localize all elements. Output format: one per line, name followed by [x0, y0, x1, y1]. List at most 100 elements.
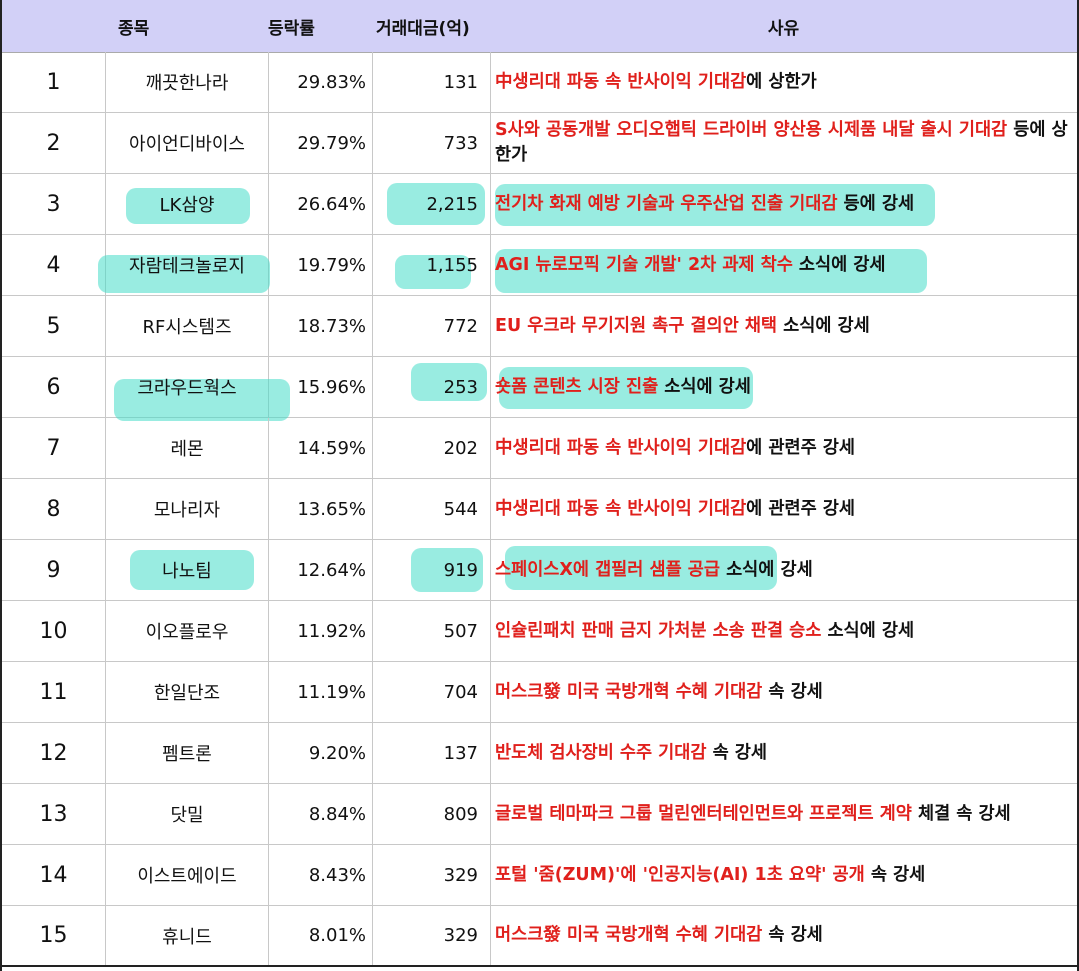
reason-text: 숏폼 콘텐츠 시장 진출 소식에 강세	[495, 375, 751, 400]
reason-text: 글로벌 테마파크 그룹 멀린엔터테인먼트와 프로젝트 계약 체결 속 강세	[495, 802, 1011, 827]
marker-highlight	[387, 183, 485, 225]
reason-cell: 中생리대 파동 속 반사이익 기대감에 관련주 강세	[491, 418, 1077, 478]
reason-suffix-text: 등에 상한가	[495, 120, 1068, 165]
change-rate-cell: 12.64%	[269, 540, 373, 600]
header-rate: 등락률	[268, 18, 315, 39]
change-rate-cell: 8.01%	[269, 906, 373, 965]
reason-suffix-text: 속 강세	[762, 925, 823, 945]
reason-suffix-text: 에 관련주 강세	[746, 437, 855, 458]
rank-cell-text: 4	[46, 252, 61, 278]
stock-name-cell: LK삼양	[106, 174, 269, 234]
reason-highlight-text: EU 우크라 무기지원 촉구 결의안 채택	[495, 315, 778, 336]
table-row: 6 크라우드웍스 15.96% 253 숏폼 콘텐츠 시장 진출 소식에 강세	[2, 357, 1077, 421]
reason-text: S사와 공동개발 오디오햅틱 드라이버 양산용 시제품 내달 출시 기대감 등에…	[495, 118, 1071, 168]
reason-cell: 인슐린패치 판매 금지 가처분 소송 판결 승소 소식에 강세	[491, 601, 1077, 661]
trading-value-cell: 137	[373, 723, 491, 783]
rank-cell-text: 8	[46, 496, 61, 522]
trading-value-cell: 329	[373, 845, 491, 905]
reason-cell: 숏폼 콘텐츠 시장 진출 소식에 강세	[491, 357, 1077, 417]
reason-cell: 포털 '줌(ZUM)'에 '인공지능(AI) 1초 요약' 공개 속 강세	[491, 845, 1077, 905]
trading-value-cell-text: 202	[443, 437, 478, 459]
reason-cell: 머스크發 미국 국방개혁 수혜 기대감 속 강세	[491, 662, 1077, 722]
trading-value-cell-text: 544	[443, 498, 478, 520]
reason-highlight-text: 인슐린패치 판매 금지 가처분 소송 판결 승소	[495, 620, 822, 641]
stock-name-cell-text: 한일단조	[153, 683, 221, 704]
rank-cell: 2	[2, 113, 106, 173]
reason-text: 머스크發 미국 국방개혁 수혜 기대감 속 강세	[495, 923, 823, 948]
marker-highlight	[130, 550, 254, 590]
change-rate-cell: 15.96%	[269, 357, 373, 417]
change-rate-cell: 29.79%	[269, 113, 373, 173]
reason-suffix-text: 소식에 강세	[777, 315, 870, 336]
rank-cell-text: 12	[39, 740, 68, 766]
stock-name-cell-text: 깨끗한나라	[145, 73, 229, 94]
reason-cell: 中생리대 파동 속 반사이익 기대감에 상한가	[491, 52, 1077, 112]
reason-suffix-text: 속 강세	[762, 681, 823, 702]
change-rate-cell: 8.84%	[269, 784, 373, 844]
change-rate-cell-text: 19.79%	[297, 254, 366, 276]
trading-value-cell: 131	[373, 52, 491, 112]
header-name: 종목	[118, 18, 150, 39]
stock-name-cell-text: 닷밀	[170, 805, 204, 826]
change-rate-cell-text: 29.79%	[297, 132, 366, 154]
marker-highlight	[411, 548, 483, 592]
rank-cell: 7	[2, 418, 106, 478]
reason-highlight-text: S사와 공동개발 오디오햅틱 드라이버 양산용 시제품 내달 출시 기대감	[495, 120, 1008, 140]
rank-cell-text: 10	[39, 618, 68, 644]
reason-text: 中생리대 파동 속 반사이익 기대감에 관련주 강세	[495, 497, 855, 522]
marker-highlight	[98, 255, 270, 293]
marker-highlight	[395, 255, 471, 289]
rank-cell-text: 9	[46, 557, 61, 583]
reason-text: 인슐린패치 판매 금지 가처분 소송 판결 승소 소식에 강세	[495, 619, 914, 644]
marker-highlight	[499, 367, 753, 409]
stock-name-cell: 닷밀	[106, 784, 269, 844]
stock-name-cell: 이오플로우	[106, 601, 269, 661]
reason-suffix-text: 속 강세	[706, 742, 767, 763]
table-row: 14 이스트에이드 8.43% 329 포털 '줌(ZUM)'에 '인공지능(AI) 1…	[2, 845, 1077, 906]
stock-name-cell-text: 이스트에이드	[137, 866, 237, 887]
stock-name-cell: 이스트에이드	[106, 845, 269, 905]
change-rate-cell: 18.73%	[269, 296, 373, 356]
trading-value-cell: 919	[373, 540, 491, 600]
stock-name-cell: 모나리자	[106, 479, 269, 539]
change-rate-cell: 19.79%	[269, 235, 373, 295]
reason-highlight-text: 中생리대 파동 속 반사이익 기대감	[495, 498, 747, 519]
change-rate-cell-text: 8.01%	[308, 925, 366, 946]
stock-name-cell: 펨트론	[106, 723, 269, 783]
reason-suffix-text: 소식에 강세	[658, 376, 751, 397]
rank-cell: 12	[2, 723, 106, 783]
reason-cell: 전기차 화재 예방 기술과 우주산업 진출 기대감 등에 강세	[491, 174, 1077, 234]
stock-name-cell-text: 크라우드웍스	[137, 378, 237, 399]
reason-highlight-text: 포털 '줌(ZUM)'에 '인공지능(AI) 1초 요약' 공개	[495, 864, 865, 885]
table-header: 종목 등락률 거래대금(억) 사유	[2, 0, 1077, 53]
rank-cell-text: 11	[39, 679, 68, 705]
reason-text: 포털 '줌(ZUM)'에 '인공지능(AI) 1초 요약' 공개 속 강세	[495, 863, 925, 888]
reason-cell: 글로벌 테마파크 그룹 멀린엔터테인먼트와 프로젝트 계약 체결 속 강세	[491, 784, 1077, 844]
reason-highlight-text: 中생리대 파동 속 반사이익 기대감	[495, 71, 747, 92]
reason-text: 스페이스X에 갭필러 샘플 공급 소식에 강세	[495, 558, 813, 583]
reason-text: 中생리대 파동 속 반사이익 기대감에 상한가	[495, 70, 817, 95]
trading-value-cell-text: 809	[443, 803, 478, 825]
marker-highlight	[114, 379, 290, 421]
marker-highlight	[126, 188, 250, 224]
marker-highlight	[505, 546, 777, 590]
trading-value-cell-text: 704	[443, 681, 478, 703]
rank-cell: 4	[2, 235, 106, 295]
reason-suffix-text: 소식에 강세	[719, 559, 813, 580]
stock-name-cell: 자람테크놀로지	[98, 235, 270, 295]
stock-name-cell: 한일단조	[106, 662, 269, 722]
change-rate-cell-text: 9.20%	[308, 742, 366, 764]
rank-cell-text: 5	[46, 313, 61, 339]
table-row: 1 깨끗한나라 29.83% 131 中생리대 파동 속 반사이익 기대감에 상한가	[2, 52, 1077, 113]
change-rate-cell: 11.19%	[269, 662, 373, 722]
trading-value-cell: 202	[373, 418, 491, 478]
table-row: 5 RF시스템즈 18.73% 772 EU 우크라 무기지원 촉구 결의안 채택 소식…	[2, 296, 1077, 357]
reason-cell: 머스크發 미국 국방개혁 수혜 기대감 속 강세	[491, 906, 1077, 965]
reason-suffix-text: 등에 강세	[837, 193, 915, 214]
change-rate-cell: 29.83%	[269, 52, 373, 112]
change-rate-cell-text: 13.65%	[297, 498, 366, 520]
reason-text: 반도체 검사장비 수주 기대감 속 강세	[495, 741, 767, 766]
reason-highlight-text: 中생리대 파동 속 반사이익 기대감	[495, 437, 747, 458]
trading-value-cell: 772	[373, 296, 491, 356]
change-rate-cell: 26.64%	[269, 174, 373, 234]
